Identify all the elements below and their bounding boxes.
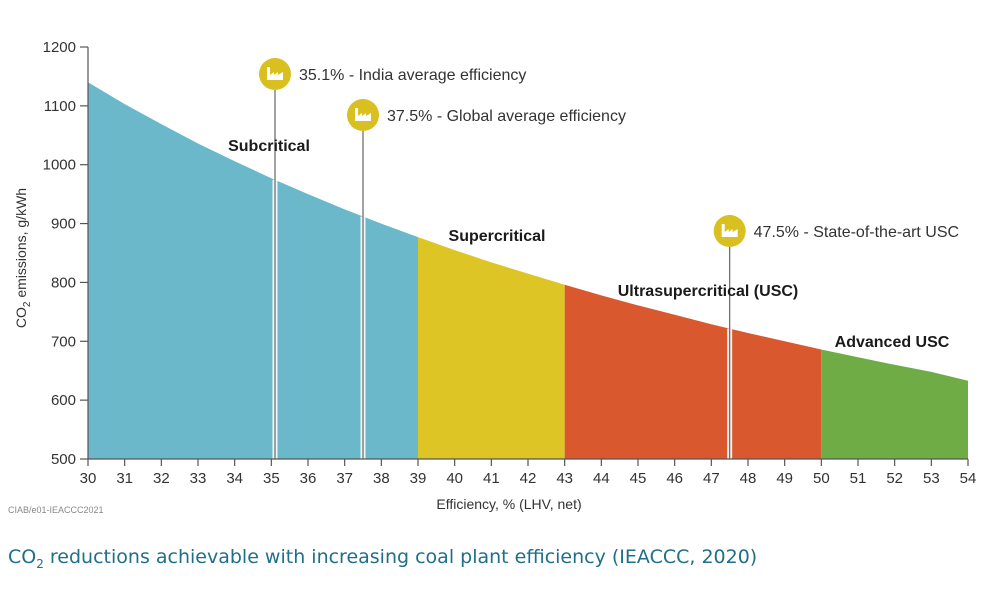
y-tick-label: 600 [51,392,76,409]
region-area-3 [821,349,968,459]
x-tick-label: 54 [960,470,977,487]
efficiency-regions [88,82,968,460]
y-tick-label: 1000 [43,157,76,174]
figure-caption: CO2 reductions achievable with increasin… [8,546,758,571]
y-tick-label: 800 [51,274,76,291]
region-label-0: Subcritical [228,138,310,155]
region-label-2: Ultrasupercritical (USC) [618,283,799,300]
x-tick-label: 50 [813,470,830,487]
region-area-2 [564,284,822,459]
annotation-text-2: 47.5% - State-of-the-art USC [754,224,959,241]
x-tick-label: 43 [556,470,573,487]
x-tick-label: 36 [300,470,317,487]
x-tick-label: 46 [666,470,683,487]
y-tick-label: 1200 [43,39,76,56]
x-tick-label: 34 [226,470,243,487]
x-tick-label: 31 [116,470,133,487]
x-tick-label: 49 [776,470,793,487]
x-tick-label: 35 [263,470,280,487]
x-tick-label: 51 [850,470,867,487]
region-area-0 [88,82,418,460]
axes: 500 600 700 800 900 1000 1100 1200 30 31 32 33 34 35 3… [43,39,977,487]
x-tick-label: 38 [373,470,390,487]
y-tick-label: 500 [51,451,76,468]
annotation-lines [272,90,733,459]
annotations: 35.1% - India average efficiency 37.5% - … [259,58,959,247]
y-axis-label: CO2 emissions, g/kWh [13,188,33,328]
region-area-1 [418,237,565,459]
region-labels: Subcritical Supercritical Ultrasupercritic… [228,138,950,351]
x-tick-label: 41 [483,470,500,487]
x-tick-label: 53 [923,470,940,487]
x-tick-label: 42 [520,470,537,487]
y-tick-label: 1100 [44,98,76,115]
x-tick-label: 33 [190,470,207,487]
x-tick-label: 30 [80,470,97,487]
region-label-3: Advanced USC [835,334,950,351]
y-tick-label: 700 [51,333,76,350]
x-tick-label: 39 [410,470,427,487]
factory-icon [713,215,746,247]
x-tick-label: 48 [740,470,757,487]
chart-credit: CIAB/e01-IEACCC2021 [8,505,104,515]
annotation-text-0: 35.1% - India average efficiency [299,67,526,84]
factory-icon [259,58,291,90]
y-tick-label: 900 [51,216,76,233]
x-tick-label: 45 [630,470,647,487]
x-tick-label: 40 [446,470,463,487]
x-tick-label: 52 [886,470,903,487]
x-tick-label: 44 [593,470,610,487]
factory-icon [347,99,379,131]
x-tick-label: 32 [153,470,170,487]
region-label-1: Supercritical [449,228,546,245]
annotation-text-1: 37.5% - Global average efficiency [387,108,626,125]
x-tick-label: 47 [703,470,720,487]
x-tick-label: 37 [336,470,353,487]
x-axis-label: Efficiency, % (LHV, net) [436,496,581,512]
